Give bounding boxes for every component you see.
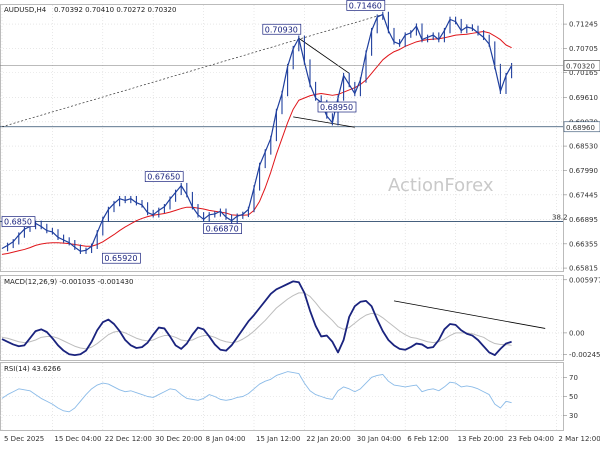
price-point-label: 0.67650 (147, 173, 180, 182)
fib-level-label: 38.2 (552, 214, 568, 222)
price-point-label: 0.66870 (206, 225, 239, 234)
price-point-label: 0.70930 (265, 25, 298, 34)
price-point-label-box (203, 223, 242, 234)
price-panel-frame (0, 4, 564, 272)
price-point-label: 0.6850 (4, 218, 32, 227)
price-point-label: 0.71460 (349, 1, 382, 10)
price-point-label-box (317, 101, 357, 113)
current-price-tag (563, 60, 600, 71)
price-y-tick-label: 0.65815 (569, 265, 598, 273)
macd-y-tick-label: 0.005977 (569, 276, 600, 284)
price-point-label-box (102, 252, 141, 264)
x-tick-label: 22 Jan 20:00 (306, 435, 350, 443)
macd-y-tick-label: -0.002451 (569, 351, 600, 359)
x-tick-label: 2 Mar 12:00 (558, 435, 600, 443)
x-tick-label: 22 Dec 12:00 (105, 435, 152, 443)
grid-layer (0, 5, 563, 430)
price-layer: 38.2 0.71460 0.70930 0.68950 0.67650 0.66870 0… (0, 0, 568, 264)
x-tick-label: 23 Feb 04:00 (508, 435, 554, 443)
x-tick-label: 13 Feb 20:00 (458, 435, 504, 443)
chart-symbol-label: AUDUSD,H4 (4, 6, 47, 14)
moving-average-line (1, 31, 512, 255)
price-line (1, 13, 513, 252)
price-y-tick-label: 0.69610 (569, 94, 598, 102)
rsi-title-label: RSI(14) 43.6266 (4, 365, 61, 373)
lower-trendline (293, 116, 355, 128)
level-price-tag-label: 0.68960 (566, 124, 595, 132)
price-y-tick-label: 0.67445 (569, 191, 598, 199)
macd-line (1, 280, 512, 357)
price-y-tick-label: 0.71245 (569, 21, 598, 29)
price-point-label-box (262, 23, 302, 35)
price-y-tick-label: 0.68530 (569, 143, 598, 151)
rsi-line (1, 371, 512, 413)
price-point-label-box (346, 0, 386, 11)
upper-trendline (298, 37, 350, 74)
price-y-tick-label: 0.70705 (569, 45, 598, 53)
price-point-label-box (144, 171, 184, 182)
rsi-y-tick-label: 30 (569, 412, 578, 420)
macd-layer (1, 280, 546, 357)
macd-y-tick-label: 0.00 (569, 329, 585, 337)
rsi-y-tick-label: 50 (569, 393, 578, 401)
rsi-y-tick-label: 70 (569, 374, 578, 382)
watermark: ActionForex (388, 175, 494, 196)
x-tick-label: 6 Feb 12:00 (407, 435, 448, 443)
price-point-label: 0.65920 (104, 254, 137, 263)
chart-ohlc-label: 0.70392 0.70410 0.70272 0.70320 (54, 6, 176, 14)
price-y-tick-label: 0.66355 (569, 240, 598, 248)
price-point-label-box (1, 216, 36, 227)
axis-layer: 5 Dec 2025 15 Dec 04:00 22 Dec 12:00 30 Dec… (4, 21, 600, 443)
x-tick-label: 5 Dec 2025 (4, 435, 44, 443)
x-tick-label: 8 Jan 04:00 (206, 435, 246, 443)
price-point-label: 0.68950 (320, 103, 353, 112)
macd-title-label: MACD(12,26,9) -0.001035 -0.001430 (4, 278, 133, 286)
level-price-tag (563, 121, 600, 133)
macd-trendline (393, 300, 546, 329)
x-tick-label: 30 Dec 20:00 (155, 435, 202, 443)
price-y-tick-label: 0.66895 (569, 216, 598, 224)
x-tick-label: 15 Dec 04:00 (54, 435, 101, 443)
current-price-tag-label: 0.70320 (566, 63, 595, 71)
price-y-tick-label: 0.70165 (569, 69, 598, 77)
x-tick-label: 30 Jan 04:00 (357, 435, 401, 443)
macd-panel-frame (0, 275, 564, 361)
x-tick-label: 15 Jan 12:00 (256, 435, 300, 443)
rsi-layer (1, 371, 512, 413)
price-y-tick-label: 0.67990 (569, 167, 598, 175)
